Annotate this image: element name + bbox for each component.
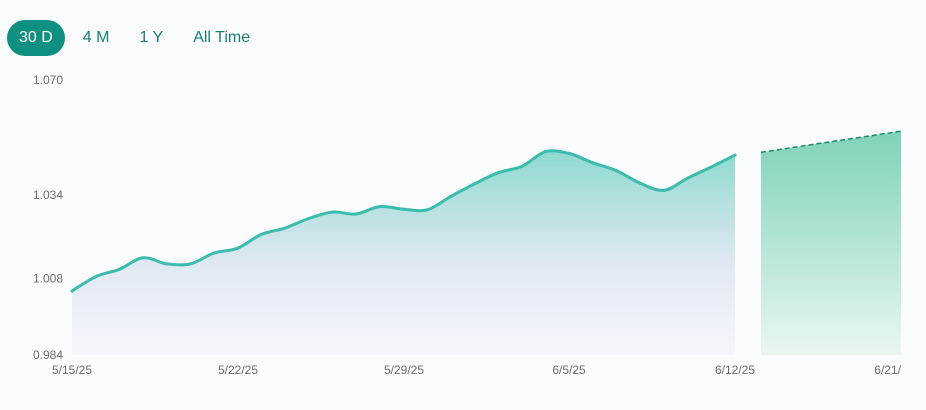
y-tick-label: 0.984 <box>33 348 63 362</box>
y-tick-label: 1.034 <box>33 188 63 202</box>
data-point <box>662 188 666 192</box>
data-point <box>733 153 737 157</box>
data-point <box>686 176 690 180</box>
tab-4m[interactable]: 4 M <box>82 29 110 46</box>
data-point <box>425 208 429 212</box>
x-tick-label: 6/5/25 <box>552 363 586 377</box>
tab-30d[interactable]: 30 D <box>7 20 65 56</box>
data-point <box>259 232 263 236</box>
data-point <box>449 194 453 198</box>
y-tick-label: 1.070 <box>33 73 63 87</box>
data-point <box>544 150 548 154</box>
data-point <box>496 171 500 175</box>
data-point <box>70 289 74 293</box>
data-points <box>70 150 737 293</box>
data-point <box>354 212 358 216</box>
data-point <box>520 164 524 168</box>
data-point <box>94 275 98 279</box>
data-point <box>141 256 145 260</box>
tab-all-time[interactable]: All Time <box>193 29 251 46</box>
data-point <box>378 205 382 209</box>
data-point <box>283 226 287 230</box>
data-point <box>638 181 642 185</box>
y-tick-label: 1.008 <box>33 271 63 285</box>
history-area <box>72 150 735 355</box>
x-tick-label: 6/12/25 <box>715 363 755 377</box>
data-point <box>591 161 595 165</box>
x-axis: 5/15/25 5/22/25 5/29/25 6/5/25 6/12/25 6/21/ <box>52 363 902 377</box>
data-point <box>615 169 619 173</box>
data-point <box>307 216 311 220</box>
x-tick-label: 5/22/25 <box>218 363 258 377</box>
data-point <box>709 165 713 169</box>
data-point <box>567 152 571 156</box>
data-point <box>473 182 477 186</box>
x-tick-label: 5/15/25 <box>52 363 92 377</box>
data-point <box>188 262 192 266</box>
range-tabs: 30 D 4 M 1 Y All Time <box>7 20 268 56</box>
x-tick-label: 6/21/ <box>874 363 901 377</box>
data-point <box>165 262 169 266</box>
data-point <box>212 251 216 255</box>
data-point <box>236 246 240 250</box>
data-point <box>402 207 405 211</box>
tab-1y[interactable]: 1 Y <box>139 29 164 46</box>
x-tick-label: 5/29/25 <box>384 363 424 377</box>
forecast-area <box>761 131 901 355</box>
data-point <box>330 210 334 214</box>
data-point <box>117 267 121 271</box>
y-axis: 1.070 1.034 1.008 0.984 <box>33 73 63 362</box>
